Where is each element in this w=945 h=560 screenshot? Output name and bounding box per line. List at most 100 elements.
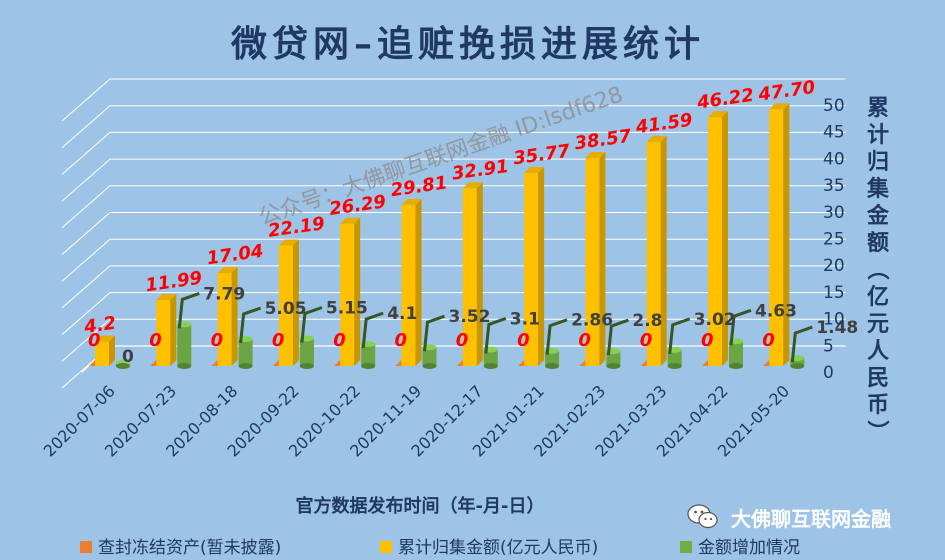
bar-s2 [361,344,376,366]
bar-s1-top [340,217,361,224]
gridline [61,78,846,122]
label-s2: 5.05 [265,299,307,319]
y-axis-title-char: 集 [866,176,890,202]
bar-s1-side [783,103,790,367]
bar-s1-side [231,267,238,366]
leader-line [790,325,813,363]
y-axis-title-char: 计 [867,123,889,148]
label-s1: 4.2 [82,313,117,338]
label-s0: 0 [701,330,714,351]
watermark: 公众号：大佛聊互联网金融 ID:lsdf628 [256,82,626,230]
bar-s1-side [109,335,115,366]
label-s0: 0 [456,330,469,351]
legend-swatch [680,541,692,553]
bar-s1-side [292,239,299,366]
bar-s2-base [422,363,437,369]
label-s2: 4.1 [387,304,417,324]
bar-s1 [524,172,539,366]
y-axis-title-char: 归 [867,150,889,175]
y-axis-title-char: 人 [867,339,889,364]
bar-s1-top [217,267,238,274]
leader-line [361,311,384,349]
wechat-icon [687,504,718,529]
bar-s1-side [170,293,177,366]
bar-s2-base [483,363,498,369]
gridline [61,131,846,175]
y-axis-title: 累计归集金额（ 亿元人民币） [864,96,890,442]
label-s0: 0 [517,330,530,351]
bar-s1 [401,204,416,366]
y-tick-label: 15 [823,283,845,303]
leader-line [606,318,629,356]
bar-s1 [462,188,477,366]
bar-s1 [646,141,661,366]
bar-s1 [708,117,722,366]
y-axis-title-char: 民 [867,366,889,391]
bar-s2 [177,324,192,366]
label-s2: 7.79 [203,284,245,304]
x-axis-title: 官方数据发布时间（年-月-日） [296,495,545,517]
bar-s2-base [667,363,682,369]
leader-line [484,317,507,354]
label-s1: 35.77 [512,141,572,170]
leader-line [300,306,323,343]
bar-s1-top [95,335,115,342]
brand-name: 大佛聊互联网金融 [731,507,891,531]
bar-s2 [238,339,253,366]
leader-line [668,317,691,355]
y-tick-label: 0 [823,363,834,383]
bar-s1 [156,299,171,366]
label-s0: 0 [333,330,346,351]
y-axis-title-char: ） [864,420,889,442]
y-axis-title-char: 元 [867,312,889,337]
y-tick-label: 50 [823,96,845,116]
bar-s1-top [524,166,545,173]
leader-line [545,318,568,355]
bar-s1-top [646,135,667,142]
gridline [61,212,846,255]
legend: 查封冻结资产(暂未披露) 累计归集金额(亿元人民币) 金额增加情况 [80,538,800,558]
label-s0: 0 [88,330,101,351]
legend-swatch [80,541,92,553]
y-tick-label: 10 [823,310,845,330]
bar-s2 [299,338,314,366]
label-s2: 0 [122,347,134,367]
label-s0: 0 [640,330,653,351]
bar-s2-base [361,363,376,369]
y-axis-title-char: 亿 [867,285,889,310]
bar-s1-side [476,182,483,366]
bar-s2-base [116,363,130,369]
label-s2: 1.48 [816,318,858,338]
bar-s1-top [708,111,728,118]
label-s0: 0 [272,330,285,351]
bar-s1 [340,223,355,366]
y-tick-label: 5 [823,336,834,356]
legend-label: 累计归集金额(亿元人民币) [398,538,598,558]
bar-s1-side [415,198,422,366]
bar-s1-top [769,103,790,110]
leader-line [729,308,752,346]
gridline [61,185,846,229]
label-s2: 3.02 [694,310,736,330]
leader-line [423,314,445,352]
leader-line [239,306,262,344]
label-s0: 0 [149,330,162,351]
bar-s1-side [354,217,361,366]
y-axis-title-char: 累 [867,96,889,121]
leader-line [177,291,200,329]
y-tick-label: 25 [823,230,845,250]
bar-s1-side [660,135,667,366]
bar-s1 [769,109,784,367]
y-tick-label: 45 [823,123,845,143]
bar-s2 [790,358,805,366]
bar-s1-top [462,182,483,189]
bar-s1-top [156,293,177,300]
bar-s1-top [401,198,422,205]
bar-s2-base [299,363,314,369]
bar-s1-side [599,152,606,366]
label-s2: 2.8 [632,311,662,331]
label-s2: 5.15 [326,298,368,318]
y-tick-label: 20 [823,256,845,276]
label-s1: 41.59 [634,110,694,139]
bar-s2 [483,349,498,366]
